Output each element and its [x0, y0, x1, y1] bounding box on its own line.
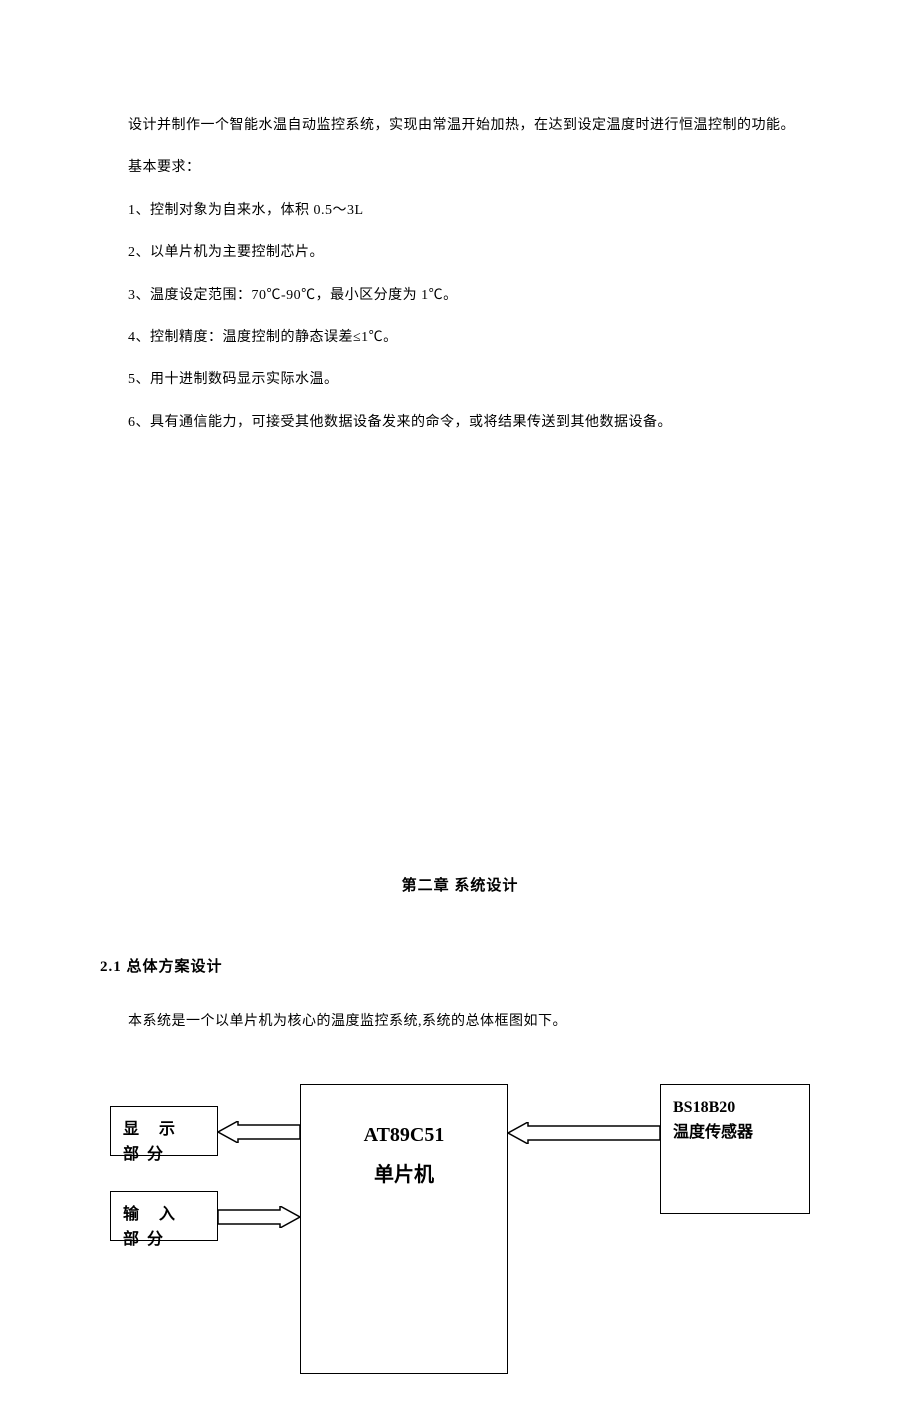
display-box: 显 示 部分	[110, 1106, 218, 1156]
requirements-label: 基本要求：	[100, 157, 820, 179]
block-diagram: 显 示 部分 输 入 部分 AT89C51 单片机 BS18B20 温度传感器	[100, 1084, 820, 1404]
arrow-sensor-to-mcu	[508, 1122, 660, 1144]
requirement-item: 1、控制对象为自来水，体积 0.5～3L	[100, 200, 820, 222]
sensor-label-1: BS18B20	[673, 1095, 797, 1121]
intro-text: 设计并制作一个智能水温自动监控系统，实现由常温开始加热，在达到设定温度时进行恒温…	[100, 115, 820, 137]
mcu-label-2: 单片机	[313, 1155, 495, 1195]
arrow-input-to-mcu	[218, 1206, 300, 1228]
arrow-mcu-to-display	[218, 1121, 300, 1143]
chapter-title: 第二章 系统设计	[100, 874, 820, 895]
sensor-box: BS18B20 温度传感器	[660, 1084, 810, 1214]
mcu-label-1: AT89C51	[313, 1115, 495, 1155]
input-box-label: 输 入 部分	[123, 1206, 183, 1249]
requirement-item: 6、具有通信能力，可接受其他数据设备发来的命令，或将结果传送到其他数据设备。	[100, 412, 820, 434]
section-title: 2.1 总体方案设计	[100, 955, 820, 976]
display-box-label: 显 示 部分	[123, 1121, 183, 1164]
requirement-item: 3、温度设定范围：70℃-90℃，最小区分度为 1℃。	[100, 285, 820, 307]
requirement-item: 2、以单片机为主要控制芯片。	[100, 242, 820, 264]
requirement-item: 4、控制精度：温度控制的静态误差≤1℃。	[100, 327, 820, 349]
sensor-label-2: 温度传感器	[673, 1120, 797, 1146]
requirement-item: 5、用十进制数码显示实际水温。	[100, 369, 820, 391]
mcu-box: AT89C51 单片机	[300, 1084, 508, 1374]
section-body: 本系统是一个以单片机为核心的温度监控系统,系统的总体框图如下。	[100, 1011, 820, 1033]
input-box: 输 入 部分	[110, 1191, 218, 1241]
